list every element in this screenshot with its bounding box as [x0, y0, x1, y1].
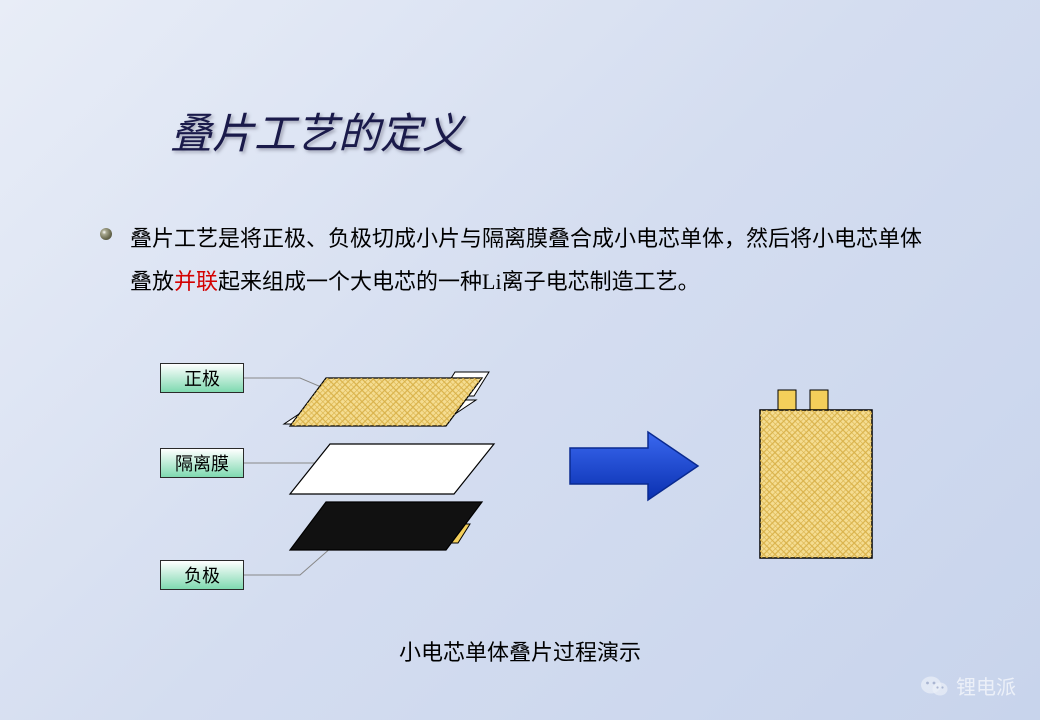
watermark-text: 锂电派 [956, 671, 1016, 700]
cathode-sheet [284, 372, 489, 426]
bullet-item: 叠片工艺是将正极、负极切成小片与隔离膜叠合成小电芯单体，然后将小电芯单体叠放并联… [100, 218, 930, 304]
stacking-diagram [0, 0, 1040, 720]
leader-lines [244, 378, 340, 575]
diagram-caption: 小电芯单体叠片过程演示 [0, 635, 1040, 667]
body-part2: 起来组成一个大电芯的一种Li离子电芯制造工艺。 [218, 269, 700, 294]
bullet-icon [100, 228, 112, 240]
anode-sheet [290, 502, 482, 550]
anode-label-text: 负极 [184, 562, 220, 588]
separator-label: 隔离膜 [160, 448, 244, 478]
body-highlight: 并联 [174, 269, 218, 294]
separator-sheet [290, 444, 494, 494]
wechat-icon [920, 674, 948, 698]
cathode-label-text: 正极 [184, 365, 220, 391]
watermark: 锂电派 [920, 671, 1016, 700]
cell-body [760, 390, 872, 558]
cathode-label: 正极 [160, 363, 244, 393]
anode-label: 负极 [160, 560, 244, 590]
separator-label-text: 隔离膜 [175, 450, 229, 476]
page-title: 叠片工艺的定义 [170, 100, 464, 161]
body-text: 叠片工艺是将正极、负极切成小片与隔离膜叠合成小电芯单体，然后将小电芯单体叠放并联… [130, 218, 930, 304]
arrow-icon [570, 432, 698, 500]
